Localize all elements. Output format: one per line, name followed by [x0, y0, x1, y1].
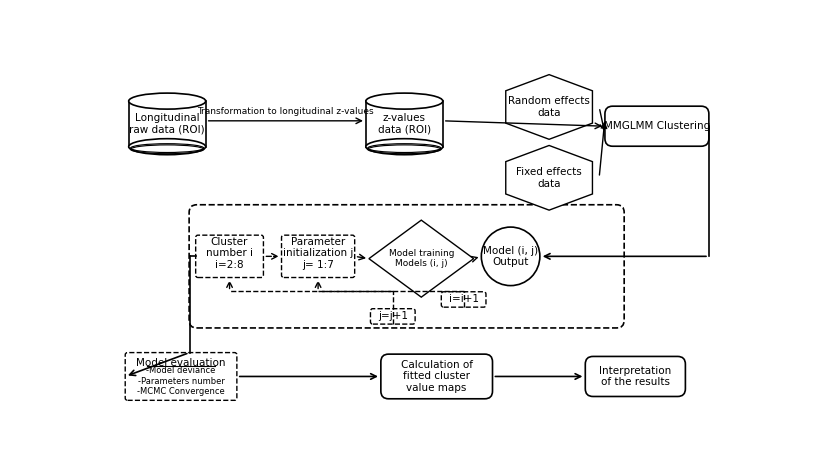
Text: -Model deviance
-Parameters number
-MCMC Convergence: -Model deviance -Parameters number -MCMC…: [137, 366, 225, 396]
FancyBboxPatch shape: [370, 308, 415, 324]
Ellipse shape: [129, 139, 206, 155]
Text: Interpretation
of the results: Interpretation of the results: [599, 366, 672, 387]
Polygon shape: [369, 220, 473, 297]
FancyBboxPatch shape: [282, 235, 355, 278]
Ellipse shape: [366, 93, 443, 109]
Polygon shape: [129, 101, 206, 147]
Text: Cluster
number i
i=2:8: Cluster number i i=2:8: [206, 237, 253, 270]
Ellipse shape: [366, 139, 443, 155]
Text: Random effects
data: Random effects data: [508, 96, 590, 118]
FancyBboxPatch shape: [196, 235, 264, 278]
Text: Model training
Models (i, j): Model training Models (i, j): [388, 249, 454, 268]
Text: Model (i, j)
Output: Model (i, j) Output: [483, 246, 539, 267]
Text: Calculation of
fitted cluster
value maps: Calculation of fitted cluster value maps: [401, 360, 472, 393]
FancyBboxPatch shape: [441, 292, 486, 307]
Polygon shape: [366, 101, 443, 147]
Text: MMGLMM Clustering: MMGLMM Clustering: [604, 121, 710, 131]
Text: Transformation to longitudinal z-values: Transformation to longitudinal z-values: [197, 107, 374, 116]
FancyBboxPatch shape: [605, 106, 709, 146]
FancyBboxPatch shape: [189, 205, 624, 328]
Polygon shape: [506, 146, 592, 210]
FancyBboxPatch shape: [585, 356, 685, 396]
FancyBboxPatch shape: [381, 354, 493, 399]
Text: z-values
data (ROI): z-values data (ROI): [378, 113, 431, 135]
Text: Parameter
initialization j
j= 1:7: Parameter initialization j j= 1:7: [283, 237, 353, 270]
Ellipse shape: [129, 93, 206, 109]
Polygon shape: [506, 75, 592, 139]
Text: j=j+1: j=j+1: [378, 311, 408, 321]
FancyBboxPatch shape: [125, 353, 237, 400]
Text: Fixed effects
data: Fixed effects data: [517, 167, 582, 189]
Text: Model evaluation: Model evaluation: [136, 358, 226, 368]
Circle shape: [481, 227, 540, 286]
Text: Longitudinal
raw data (ROI): Longitudinal raw data (ROI): [130, 113, 205, 135]
Text: i=i+1: i=i+1: [449, 294, 479, 304]
